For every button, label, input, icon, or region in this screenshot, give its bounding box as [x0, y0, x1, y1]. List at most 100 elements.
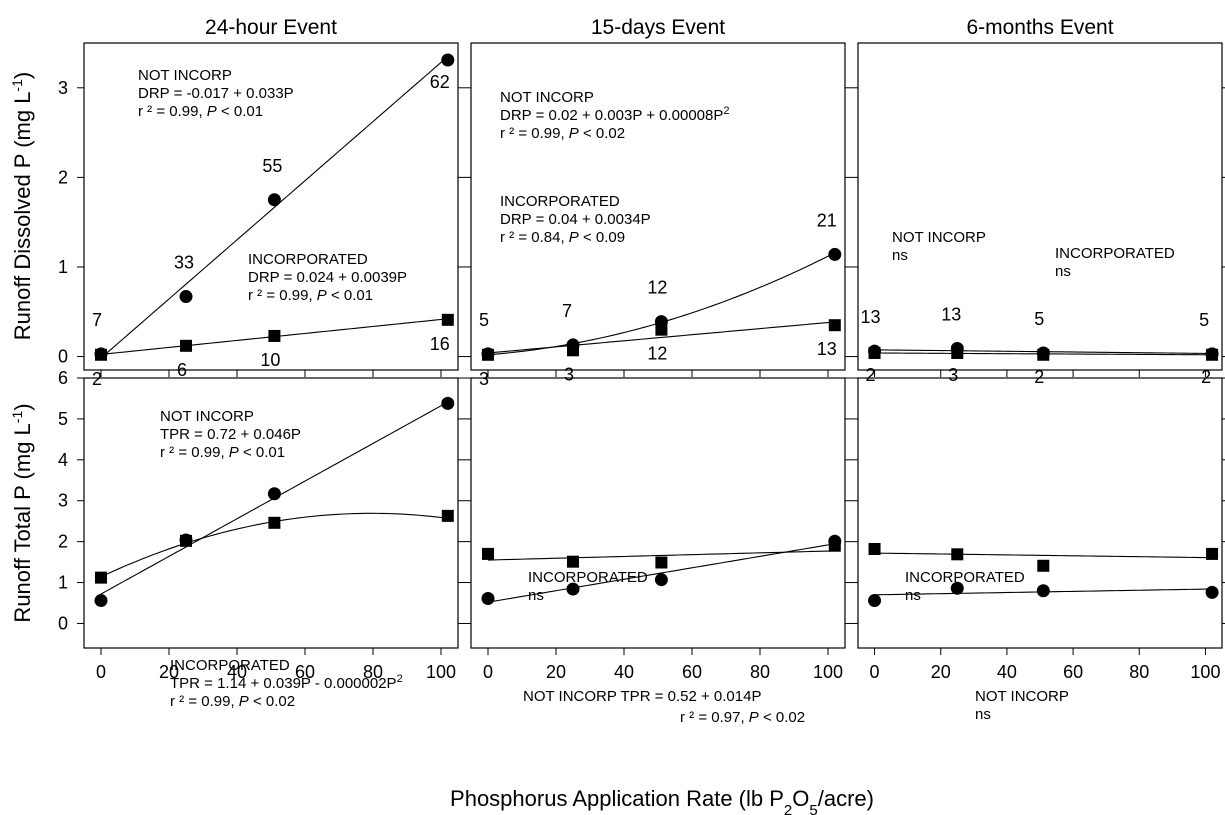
circle-point	[267, 487, 281, 501]
panel-frame	[83, 42, 459, 371]
fit-line	[487, 321, 835, 354]
x-tick-label: 80	[750, 662, 770, 682]
panel-4: 0 20 40 60 80 100 0 1 2 3 4 5 6 NOT INCORP TPR = 0.72 …	[58, 368, 464, 710]
point-label: 10	[260, 350, 280, 370]
x-tick-label: 40	[997, 662, 1017, 682]
y-axis-label: Runoff Dissolved P (mg L-1)	[9, 72, 35, 340]
circle-point	[566, 582, 580, 596]
annotation: NOT INCORP DRP = -0.017 + 0.033P r ² = 0.9…	[138, 67, 294, 120]
y-tick-label: 2	[58, 532, 68, 552]
circle-point	[94, 594, 108, 608]
panel-frame	[83, 377, 459, 649]
panel-frame	[857, 377, 1223, 649]
circle-point	[441, 396, 455, 410]
point-label: 2	[1201, 367, 1211, 387]
y-tick-label: 0	[58, 613, 68, 633]
square-point	[1037, 559, 1050, 572]
square-point	[567, 555, 579, 568]
circle-point	[1205, 585, 1219, 599]
point-label: 2	[866, 365, 876, 385]
x-tick-label: 0	[96, 662, 106, 682]
point-label: 5	[1034, 309, 1044, 329]
circle-point	[950, 581, 964, 595]
fit-line	[100, 56, 449, 359]
square-point	[268, 329, 281, 342]
point-label: 55	[262, 156, 282, 176]
panel-title: 15-days Event	[591, 16, 725, 39]
y-tick-label: 3	[58, 78, 68, 98]
x-tick-label: 20	[159, 662, 179, 682]
square-point	[95, 348, 107, 361]
square-point	[441, 509, 454, 522]
circle-point	[868, 594, 882, 608]
x-tick-label: 60	[1063, 662, 1083, 682]
circle-point	[441, 53, 455, 67]
square-point	[567, 344, 579, 357]
x-tick-label: 100	[1190, 662, 1220, 682]
panel-frame	[857, 42, 1223, 371]
x-tick-label: 100	[813, 662, 843, 682]
annotation: NOT INCORP TPR = 0.72 + 0.046P r ² = 0.99,…	[160, 408, 301, 461]
point-label: 5	[479, 310, 489, 330]
y-tick-label: 1	[58, 573, 68, 593]
panel-title: 24-hour Event	[205, 16, 337, 39]
annotation: NOT INCORP DRP = 0.02 + 0.003P + 0.00008P…	[500, 89, 730, 142]
panel-frame	[470, 42, 846, 371]
square-point	[95, 571, 107, 584]
square-point	[868, 543, 881, 555]
x-tick-label: 60	[682, 662, 702, 682]
annotation: INCORPORATED TPR = 1.14 + 0.039P - 0.0000…	[170, 657, 403, 710]
x-tick-label: 100	[426, 662, 456, 682]
fit-line	[487, 543, 835, 603]
point-label: 3	[948, 365, 958, 385]
x-axis-label: Phosphorus Application Rate (lb P2O5/acr…	[450, 786, 874, 815]
point-label: 5	[1199, 310, 1209, 330]
x-tick-label: 60	[295, 662, 315, 682]
point-label: 13	[941, 304, 961, 324]
annotation: NOT INCORP ns	[892, 229, 986, 264]
x-tick-label: 0	[483, 662, 493, 682]
point-label: 12	[647, 278, 667, 298]
y-tick-label: 6	[58, 368, 68, 388]
square-point	[951, 346, 964, 359]
point-label: 7	[92, 310, 102, 330]
annotation: NOT INCORP ns	[975, 688, 1069, 723]
annotation: INCORPORATED DRP = 0.04 + 0.0034P r ² = 0.…	[500, 193, 651, 246]
x-tick-label: 20	[931, 662, 951, 682]
x-tick-label: 80	[1129, 662, 1149, 682]
panel-6: 0 20 40 60 80 100 INCORPORATED ns NOT INCORP ns	[851, 377, 1225, 723]
point-label: 2	[92, 369, 102, 389]
y-tick-label: 5	[58, 409, 68, 429]
point-label: 33	[174, 253, 194, 273]
point-label: 13	[861, 307, 881, 327]
square-point	[951, 548, 964, 561]
point-label: 3	[564, 364, 574, 384]
y-tick-label: 1	[58, 257, 68, 277]
point-label: 62	[430, 72, 450, 92]
panel-title: 6-months Event	[966, 16, 1113, 39]
circle-point	[179, 290, 193, 304]
panel-frame	[470, 377, 846, 649]
x-tick-label: 80	[363, 662, 383, 682]
panel-5: 0 20 40 60 80 100 INCORPORATED ns NOT INCORP TPR…	[464, 377, 851, 726]
circle-point	[481, 592, 495, 605]
annotation: r ² = 0.97, P < 0.02	[680, 709, 805, 726]
x-tick-label: 40	[227, 662, 247, 682]
point-label: 2	[1034, 367, 1044, 387]
square-point	[180, 339, 192, 352]
circle-point	[267, 193, 281, 207]
point-label: 6	[177, 360, 187, 380]
square-point	[828, 319, 841, 332]
annotation: INCORPORATED ns	[1055, 245, 1175, 280]
y-tick-label: 4	[58, 450, 68, 470]
x-tick-label: 40	[614, 662, 634, 682]
square-point	[1206, 547, 1219, 560]
fit-line	[487, 550, 835, 561]
x-tick-label: 20	[546, 662, 566, 682]
square-point	[180, 534, 192, 547]
point-label: 7	[562, 301, 572, 321]
square-point	[655, 323, 668, 336]
square-point	[868, 346, 881, 359]
